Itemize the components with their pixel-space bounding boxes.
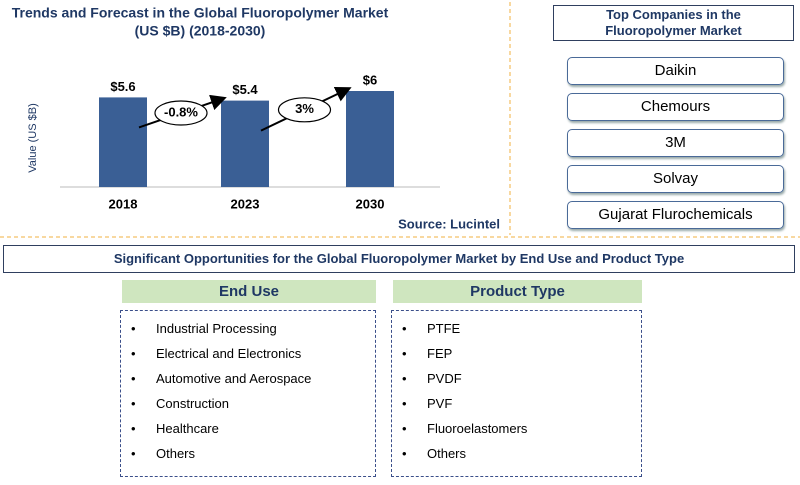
company: Solvay: [567, 165, 784, 193]
list-item: PVF: [402, 391, 641, 416]
company: Gujarat Flurochemicals: [567, 201, 784, 229]
companies-title-line: Top Companies in the: [606, 7, 741, 22]
column-header: Product Type: [393, 280, 642, 303]
opportunities-title: Significant Opportunities for the Global…: [3, 245, 795, 273]
source: Source: Lucintel: [398, 216, 500, 231]
list-item: Others: [402, 441, 641, 466]
company: 3M: [567, 129, 784, 157]
annotation-bubble: [154, 100, 208, 126]
list-item: Construction: [131, 391, 375, 416]
list-item: Fluoroelastomers: [402, 416, 641, 441]
chart: Trends and Forecast in the Global Fluoro…: [0, 2, 800, 238]
list-item: Others: [131, 441, 375, 466]
column-list: PTFEFEPPVDFPVFFluoroelastomersOthers: [391, 310, 642, 477]
companies-title-line: Fluoropolymer Market: [605, 23, 742, 38]
company: Chemours: [567, 93, 784, 121]
bar: [99, 97, 147, 187]
annotation-bubble: [277, 97, 332, 123]
bar: [346, 91, 394, 187]
list-item: Automotive and Aerospace: [131, 366, 375, 391]
y-axis-label: Value (US $B): [27, 103, 39, 173]
bar: [221, 100, 269, 187]
x-tick-label: 2018: [109, 196, 138, 211]
column-list: Industrial ProcessingElectrical and Elec…: [120, 310, 376, 477]
annotation: 3%: [295, 101, 314, 116]
list-item: PTFE: [402, 316, 641, 341]
company: Daikin: [567, 57, 784, 85]
column-header: End Use: [122, 280, 376, 303]
list-item: Industrial Processing: [131, 316, 375, 341]
annotation: -0.8%: [164, 104, 198, 119]
value-label: $5.4: [232, 82, 258, 97]
list-item: Electrical and Electronics: [131, 341, 375, 366]
companies-title: Top Companies in the Fluoropolymer Marke…: [553, 5, 794, 41]
value-label: $5.6: [110, 79, 135, 94]
chart-subtitle: (US $B) (2018-2030): [135, 23, 266, 39]
chart-title: Trends and Forecast in the Global Fluoro…: [12, 5, 389, 21]
x-tick-label: 2023: [231, 196, 260, 211]
x-tick-label: 2030: [356, 196, 385, 211]
value-label: $6: [363, 72, 377, 87]
list-item: PVDF: [402, 366, 641, 391]
list-item: FEP: [402, 341, 641, 366]
list-item: Healthcare: [131, 416, 375, 441]
